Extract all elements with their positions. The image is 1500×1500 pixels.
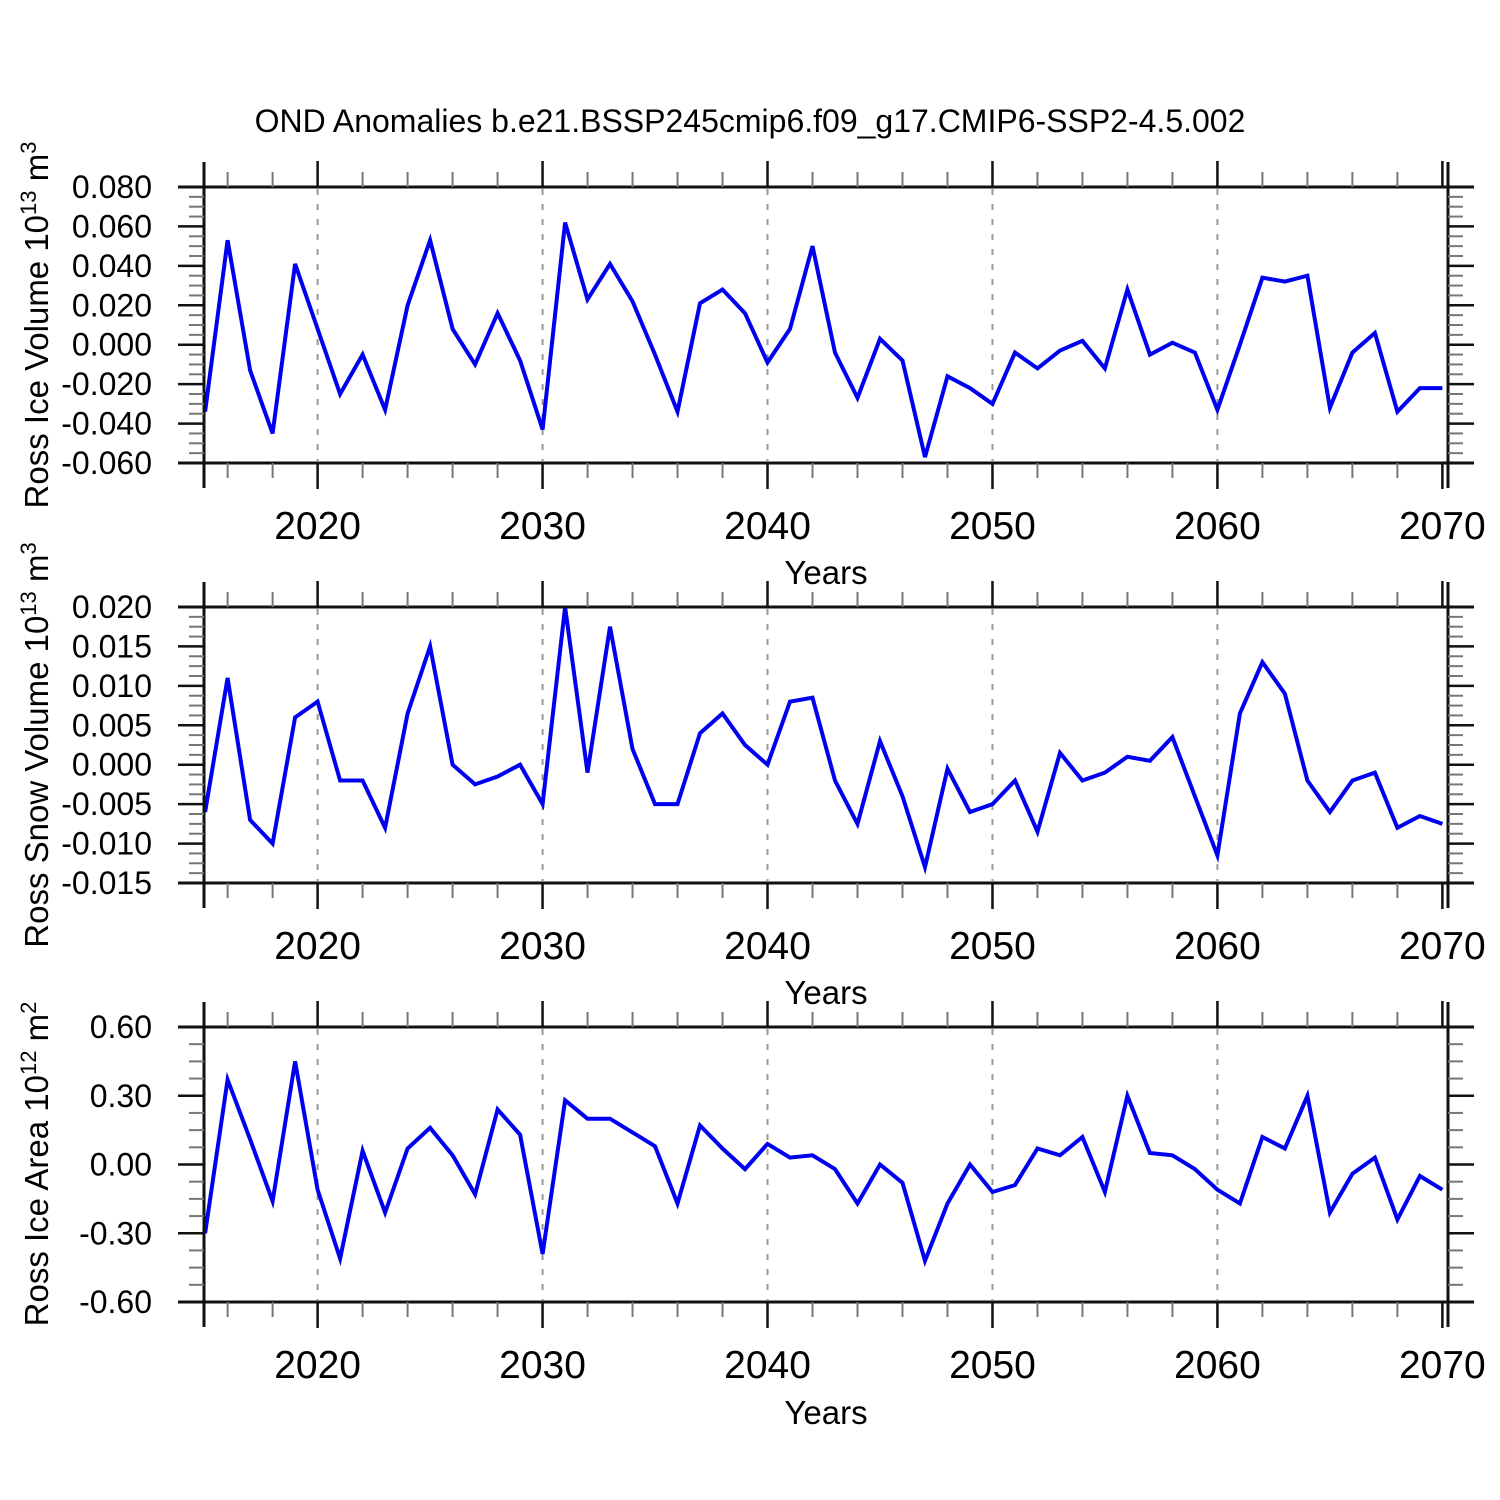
- y-tick-label: 0.30: [90, 1078, 152, 1114]
- x-axis-title-panel2: Years: [784, 974, 868, 1011]
- x-tick-label: 2070: [1399, 925, 1486, 968]
- x-tick-label: 2060: [1174, 925, 1261, 968]
- x-tick-label: 2070: [1399, 505, 1486, 548]
- x-tick-label: 2050: [949, 925, 1036, 968]
- y-tick-label: 0.060: [72, 208, 152, 244]
- y-tick-label: 0.015: [72, 628, 152, 664]
- y-tick-label: -0.010: [61, 826, 152, 862]
- x-axis-title-panel1: Years: [784, 554, 868, 591]
- data-line-ross-ice-area: [203, 1061, 1444, 1268]
- x-tick-label: 2040: [724, 1344, 811, 1387]
- data-line-ross-ice-volume: [203, 221, 1443, 458]
- chart-ross-ice-volume: 2020 2030 2040 2050 2060 20700.0800.0600.0400…: [61, 161, 1486, 548]
- x-tick-label: 2050: [949, 1344, 1036, 1387]
- data-line-ross-snow-volume: [203, 606, 1444, 875]
- x-tick-label: 2020: [274, 505, 361, 548]
- y-tick-label: 0.080: [72, 169, 152, 205]
- y-tick-label: -0.60: [79, 1284, 152, 1320]
- x-tick-label: 2050: [949, 505, 1036, 548]
- x-tick-label: 2070: [1399, 1344, 1486, 1387]
- x-axis-title-panel3: Years: [784, 1394, 868, 1431]
- x-tick-label: 2060: [1174, 505, 1261, 548]
- x-tick-label: 2030: [499, 925, 586, 968]
- x-tick-label: 2060: [1174, 1344, 1261, 1387]
- chart-ross-ice-area: 2020 2030 2040 2050 2060 2070 0.60 0.30 0.00 -0.3…: [79, 1001, 1486, 1387]
- y-tick-label: 0.005: [72, 707, 152, 743]
- y-tick-label: -0.040: [61, 406, 152, 442]
- x-tick-label: 2020: [274, 1344, 361, 1387]
- y-tick-label: -0.015: [61, 865, 152, 901]
- chart-ross-snow-volume: 2020 2030 2040 2050 2060 20700.0200.0150.0100…: [61, 581, 1486, 968]
- figure-title: OND Anomalies b.e21.BSSP245cmip6.f09_g17…: [254, 103, 1246, 139]
- x-tick-label: 2040: [724, 925, 811, 968]
- y-tick-label: 0.020: [72, 589, 152, 625]
- y-tick-label: -0.005: [61, 786, 152, 822]
- y-tick-label: 0.040: [72, 248, 152, 284]
- y-tick-label: -0.30: [79, 1215, 152, 1251]
- y-tick-label: 0.000: [72, 327, 152, 363]
- y-tick-label: 0.010: [72, 668, 152, 704]
- x-tick-label: 2040: [724, 505, 811, 548]
- x-tick-label: 2030: [499, 1344, 586, 1387]
- y-tick-label: 0.000: [72, 747, 152, 783]
- y-tick-label: -0.060: [61, 445, 152, 481]
- x-tick-label: 2020: [274, 925, 361, 968]
- y-tick-label: 0.020: [72, 287, 152, 323]
- y-tick-label: -0.020: [61, 366, 152, 402]
- y-tick-label: 0.60: [90, 1009, 152, 1045]
- x-tick-label: 2030: [499, 505, 586, 548]
- y-tick-label: 0.00: [90, 1147, 152, 1183]
